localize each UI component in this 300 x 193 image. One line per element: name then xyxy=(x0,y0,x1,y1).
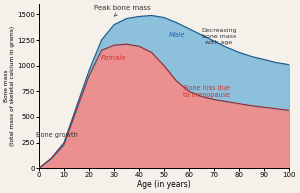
Text: Decreasing
bone mass
with age: Decreasing bone mass with age xyxy=(201,28,237,45)
Text: Bone growth: Bone growth xyxy=(36,132,77,138)
Text: Peak bone mass: Peak bone mass xyxy=(94,5,151,16)
Text: Female: Female xyxy=(101,54,127,60)
Y-axis label: Bone mass
(total mass of skeletal calcium in grams): Bone mass (total mass of skeletal calciu… xyxy=(4,26,15,146)
Text: Male: Male xyxy=(169,32,185,38)
Text: Bone loss due
to menopause: Bone loss due to menopause xyxy=(183,85,230,98)
X-axis label: Age (in years): Age (in years) xyxy=(137,180,191,189)
